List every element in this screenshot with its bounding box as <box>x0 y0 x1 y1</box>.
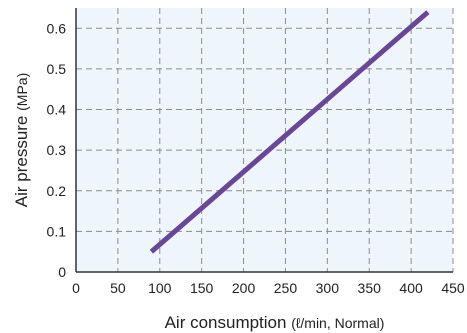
y-tick-label: 0.5 <box>47 61 67 77</box>
x-tick-label: 300 <box>316 280 340 296</box>
y-tick-label: 0.4 <box>47 102 67 118</box>
y-tick-label: 0 <box>58 264 66 280</box>
x-axis-title: Air consumption (ℓ/min, Normal) <box>165 313 385 332</box>
x-tick-label: 50 <box>110 280 126 296</box>
x-tick-label: 100 <box>148 280 172 296</box>
y-tick-label: 0.3 <box>47 142 67 158</box>
x-tick-label: 150 <box>190 280 214 296</box>
series-layer <box>149 10 430 254</box>
x-tick-label: 450 <box>441 280 465 296</box>
x-tick-label: 350 <box>358 280 382 296</box>
x-tick-label: 250 <box>274 280 298 296</box>
plot-area <box>76 8 453 272</box>
grid-lines <box>76 8 454 272</box>
y-tick-label: 0.2 <box>47 183 67 199</box>
x-tick-label: 400 <box>399 280 423 296</box>
y-axis-title: Air pressure (MPa) <box>12 73 31 208</box>
series-line <box>149 10 430 254</box>
x-tick-label: 0 <box>72 280 80 296</box>
y-axis-unit: (MPa) <box>14 73 30 111</box>
y-axis-label: Air pressure <box>12 116 31 208</box>
axes <box>75 8 453 273</box>
tick-labels: 0 50 100 150 200 250 300 350 400 450 0 0.1 0.2 0.3 0.4… <box>47 20 465 296</box>
x-axis-unit: (ℓ/min, Normal) <box>291 315 384 331</box>
x-axis-label: Air consumption <box>165 313 287 332</box>
y-tick-label: 0.6 <box>47 20 67 36</box>
x-tick-label: 200 <box>232 280 256 296</box>
y-tick-label: 0.1 <box>47 223 67 239</box>
